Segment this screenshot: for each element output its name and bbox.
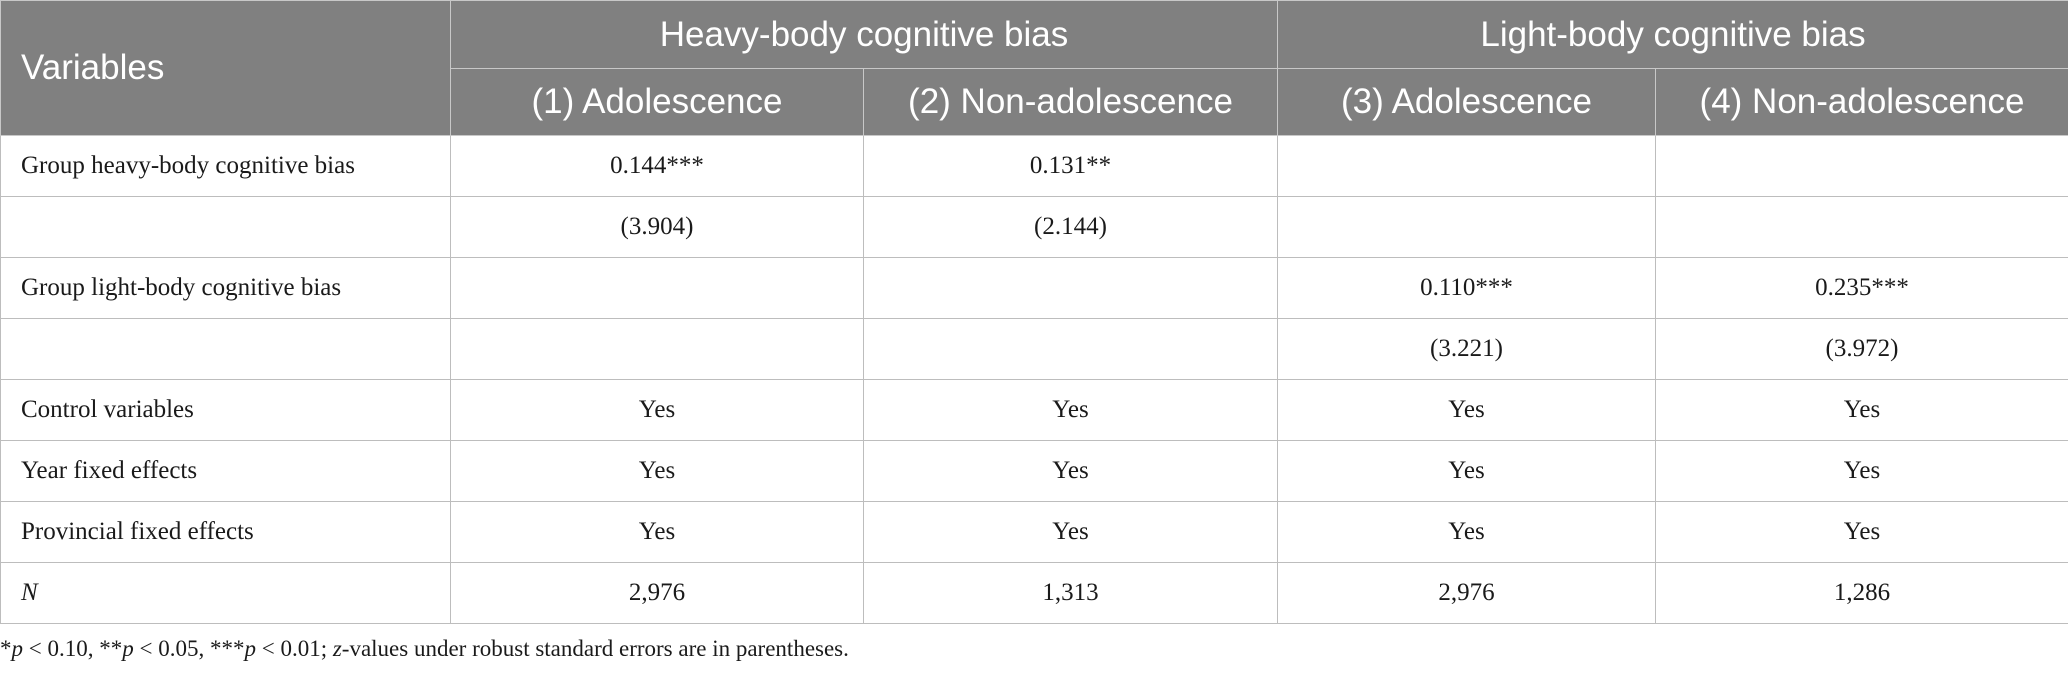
footnote-tail: -values under robust standard errors are… xyxy=(341,636,849,661)
table-cell xyxy=(1655,135,2068,197)
table-cell: Yes xyxy=(1655,379,2068,441)
table-cell: (3.221) xyxy=(1277,318,1656,380)
table-cell: 2,976 xyxy=(450,562,864,624)
table-cell xyxy=(1277,196,1656,258)
footnote-p-2: p xyxy=(122,636,134,661)
group-header-heavy: Heavy-body cognitive bias xyxy=(450,0,1278,69)
footnote-z: z xyxy=(332,636,342,661)
table-row: Provincial fixed effects Yes Yes Yes Yes xyxy=(0,501,2068,563)
table-cell: 2,976 xyxy=(1277,562,1656,624)
table-row: Control variables Yes Yes Yes Yes xyxy=(0,379,2068,441)
table-cell: Yes xyxy=(863,379,1278,441)
model-header-1: (1) Adolescence xyxy=(450,68,864,136)
header-row-groups: Variables Heavy-body cognitive bias Ligh… xyxy=(0,0,2068,136)
model-header-3: (3) Adolescence xyxy=(1277,68,1656,136)
table-row: (3.904) (2.144) xyxy=(0,196,2068,258)
table-cell: 1,313 xyxy=(863,562,1278,624)
row-label: Group light-body cognitive bias xyxy=(0,257,451,319)
row-label: Provincial fixed effects xyxy=(0,501,451,563)
table-cell: (2.144) xyxy=(863,196,1278,258)
regression-table: Variables Heavy-body cognitive bias Ligh… xyxy=(0,0,2068,624)
table-cell: Yes xyxy=(1277,379,1656,441)
footnote-star-3: *** xyxy=(209,636,245,661)
table-footnote: *p < 0.10, **p < 0.05, ***p < 0.01; z-va… xyxy=(0,636,849,662)
footnote-threshold-1: < 0.10, xyxy=(23,636,100,661)
row-label: Control variables xyxy=(0,379,451,441)
variables-header: Variables xyxy=(0,0,451,136)
regression-table-container: Variables Heavy-body cognitive bias Ligh… xyxy=(0,0,2068,624)
table-cell: 0.131** xyxy=(863,135,1278,197)
footnote-threshold-3: < 0.01; xyxy=(255,636,333,661)
row-label xyxy=(0,318,451,380)
table-row: Year fixed effects Yes Yes Yes Yes xyxy=(0,440,2068,502)
table-cell: (3.904) xyxy=(450,196,864,258)
table-cell: Yes xyxy=(450,379,864,441)
group-header-light: Light-body cognitive bias xyxy=(1277,0,2068,69)
table-row: Group heavy-body cognitive bias 0.144***… xyxy=(0,135,2068,197)
table-cell: 0.110*** xyxy=(1277,257,1656,319)
row-label xyxy=(0,196,451,258)
table-cell: 0.235*** xyxy=(1655,257,2068,319)
row-label: Year fixed effects xyxy=(0,440,451,502)
table-cell: Yes xyxy=(863,440,1278,502)
table-cell: Yes xyxy=(1655,501,2068,563)
table-cell: Yes xyxy=(863,501,1278,563)
table-cell xyxy=(863,257,1278,319)
table-cell xyxy=(1655,196,2068,258)
model-header-2: (2) Non-adolescence xyxy=(863,68,1278,136)
table-cell xyxy=(1277,135,1656,197)
table-cell: (3.972) xyxy=(1655,318,2068,380)
table-header: Variables Heavy-body cognitive bias Ligh… xyxy=(0,0,2068,136)
table-cell: 1,286 xyxy=(1655,562,2068,624)
footnote-p-3: p xyxy=(244,636,256,661)
table-cell: Yes xyxy=(1655,440,2068,502)
table-row: (3.221) (3.972) xyxy=(0,318,2068,380)
table-row: N 2,976 1,313 2,976 1,286 xyxy=(0,562,2068,624)
table-cell: Yes xyxy=(450,440,864,502)
model-header-4: (4) Non-adolescence xyxy=(1655,68,2068,136)
row-label: Group heavy-body cognitive bias xyxy=(0,135,451,197)
footnote-threshold-2: < 0.05, xyxy=(133,636,210,661)
row-label: N xyxy=(0,562,451,624)
table-cell xyxy=(450,318,864,380)
footnote-star-1: * xyxy=(0,636,12,661)
table-cell xyxy=(450,257,864,319)
table-cell: Yes xyxy=(450,501,864,563)
header-row-models: (1) Adolescence (2) Non-adolescence (3) … xyxy=(1,68,2068,136)
table-cell xyxy=(863,318,1278,380)
table-body: Group heavy-body cognitive bias 0.144***… xyxy=(0,135,2068,624)
footnote-p-1: p xyxy=(11,636,24,661)
footnote-star-2: ** xyxy=(99,636,123,661)
table-cell: Yes xyxy=(1277,440,1656,502)
table-row: Group light-body cognitive bias 0.110***… xyxy=(0,257,2068,319)
table-cell: 0.144*** xyxy=(450,135,864,197)
table-cell: Yes xyxy=(1277,501,1656,563)
